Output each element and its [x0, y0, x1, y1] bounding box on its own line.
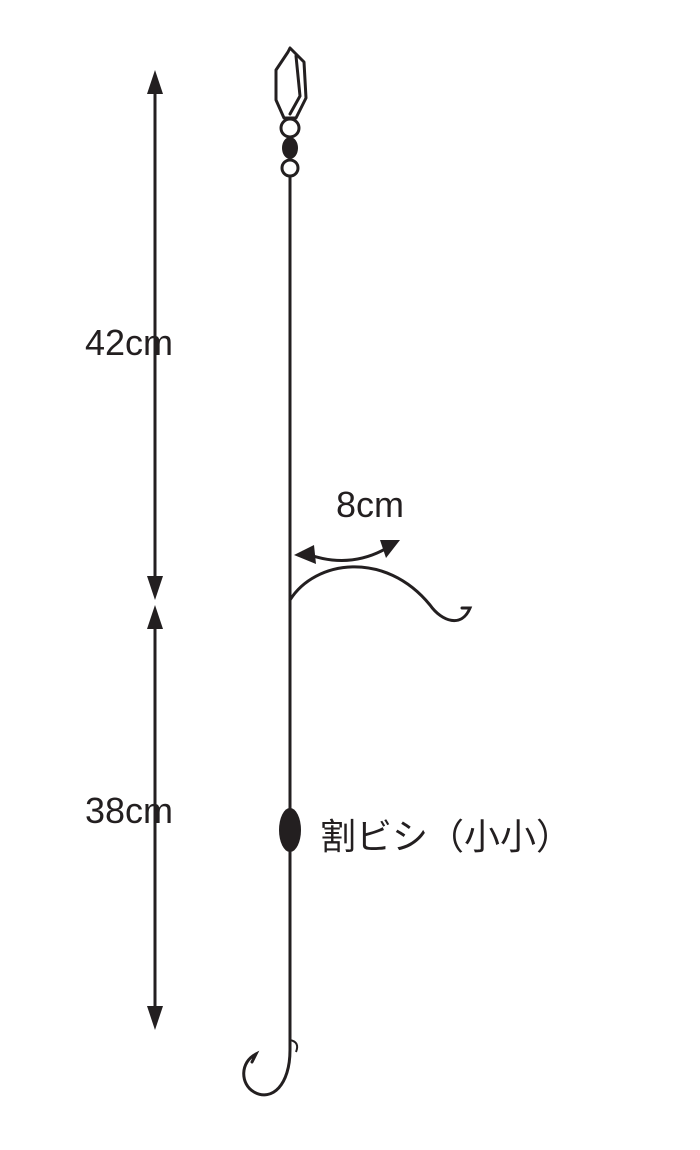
- dimension-label-lower: 38cm: [85, 790, 173, 832]
- branch-line-hook-icon: [290, 567, 470, 621]
- dimension-label-upper: 42cm: [85, 322, 173, 364]
- snap-swivel-icon: [276, 48, 306, 176]
- dimension-label-branch: 8cm: [336, 484, 404, 526]
- split-shot-label: 割ビシ（小小）: [320, 808, 572, 860]
- dimension-vertical: [147, 70, 163, 1030]
- diagram-svg: [0, 0, 700, 1150]
- rig-diagram: 42cm 38cm 8cm 割ビシ（小小）: [0, 0, 700, 1150]
- split-shot-icon: [279, 808, 301, 852]
- branch-length-indicator: [294, 540, 400, 564]
